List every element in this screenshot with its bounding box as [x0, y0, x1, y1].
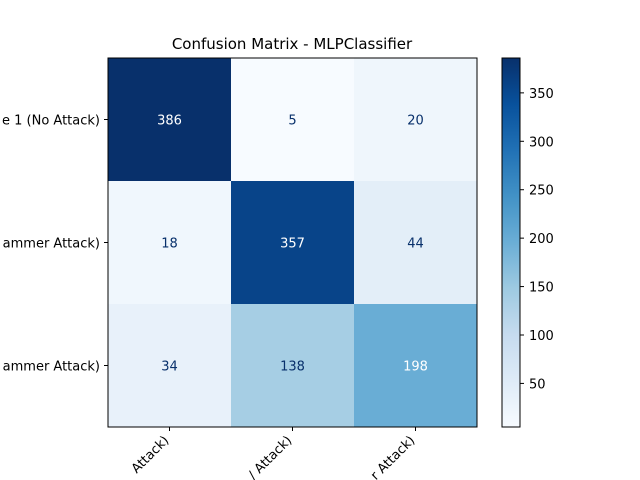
- heatmap-cell: [108, 181, 232, 305]
- x-tick-label: r Attack): [368, 433, 418, 480]
- colorbar-tick-label: 300: [529, 135, 554, 150]
- heatmap-cell: [231, 58, 355, 182]
- colorbar-tick-label: 100: [529, 329, 554, 344]
- heatmap-cell: [354, 304, 478, 428]
- heatmap-cell: [231, 181, 355, 305]
- y-tick-label: ammer Attack): [3, 237, 100, 252]
- cell-value-label: 5: [288, 114, 296, 129]
- cell-value-label: 357: [280, 237, 305, 252]
- cell-value-label: 386: [157, 114, 182, 129]
- colorbar-gradient: [501, 57, 521, 428]
- y-tick-labels: e 1 (No Attack) ammer Attack) ammer Attack…: [2, 114, 108, 375]
- cell-value-label: 34: [161, 360, 178, 375]
- colorbar-tick-label: 200: [529, 232, 554, 247]
- y-tick-label: e 1 (No Attack): [2, 114, 100, 129]
- cell-value-label: 18: [161, 237, 178, 252]
- x-tick-label: / Attack): [246, 433, 296, 480]
- heatmap-cells: 386 5 20 18 357 44 34 138 198: [107, 57, 478, 428]
- x-tick-labels: Attack) / Attack) r Attack): [129, 427, 418, 480]
- colorbar-tick-label: 150: [529, 281, 554, 296]
- colorbar-tick-label: 250: [529, 184, 554, 199]
- heatmap-cell: [354, 181, 478, 305]
- heatmap-cell: [108, 304, 232, 428]
- cell-value-label: 44: [407, 237, 424, 252]
- heatmap-cell: [108, 58, 232, 182]
- colorbar: 50 100 150 200 250 300 350: [501, 57, 554, 428]
- heatmap-cell: [231, 304, 355, 428]
- y-tick-label: ammer Attack): [3, 360, 100, 375]
- cell-value-label: 198: [403, 360, 428, 375]
- cell-value-label: 20: [407, 114, 424, 129]
- heatmap-cell: [354, 58, 478, 182]
- chart-title: Confusion Matrix - MLPClassifier: [172, 35, 413, 53]
- colorbar-tick-label: 350: [529, 87, 554, 102]
- x-tick-label: Attack): [129, 433, 173, 477]
- cell-value-label: 138: [280, 360, 305, 375]
- colorbar-tick-label: 50: [529, 377, 546, 392]
